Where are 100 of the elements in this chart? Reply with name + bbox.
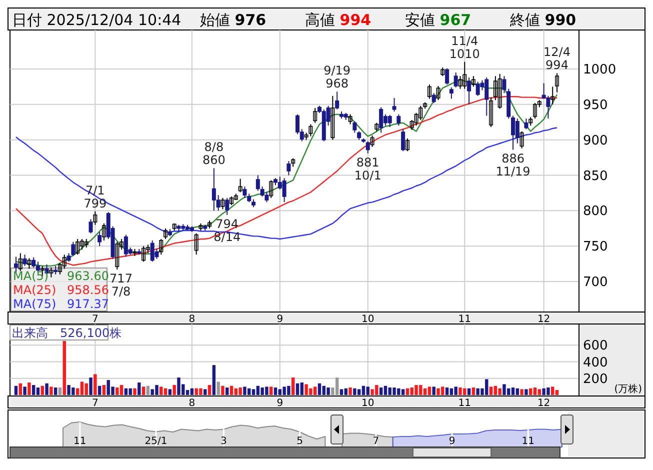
candlestick	[432, 92, 436, 104]
annotation: 958.56	[67, 283, 109, 297]
bar	[40, 386, 44, 395]
bar	[270, 386, 273, 395]
y-tick-label: 200	[583, 372, 608, 387]
bar	[555, 390, 559, 395]
candlestick	[379, 106, 384, 134]
x-tick-label: 9	[276, 398, 284, 409]
x-tick-label: 11	[458, 398, 471, 409]
bar	[498, 388, 502, 395]
bar	[406, 388, 410, 395]
x-tick-label: 7	[92, 314, 98, 325]
bar	[511, 388, 515, 395]
candlestick	[164, 228, 168, 240]
bar	[353, 388, 356, 395]
text: MA(75)	[13, 297, 56, 311]
candlestick	[520, 130, 524, 149]
annotation: 717 7/8	[110, 271, 132, 298]
bar	[221, 386, 224, 395]
candlestick	[238, 178, 242, 193]
bar	[401, 389, 405, 395]
x-tick-label: 5	[296, 436, 303, 447]
x-tick-label: 11	[458, 314, 471, 325]
y-tick-label: 700	[583, 275, 608, 290]
candlestick	[458, 76, 462, 90]
candlestick	[93, 210, 98, 226]
bar	[190, 388, 194, 395]
bar	[238, 388, 242, 395]
bar	[428, 386, 432, 395]
bar	[89, 378, 92, 395]
bar	[50, 386, 53, 395]
bar	[362, 386, 366, 395]
candlestick	[502, 76, 506, 94]
candlestick	[225, 197, 230, 216]
bar	[208, 385, 212, 395]
candlestick	[76, 238, 80, 256]
x-tick-label: 11	[74, 436, 86, 447]
bar	[212, 365, 216, 395]
bar	[348, 388, 352, 395]
annotation: 9/19 968	[324, 64, 351, 91]
candlestick	[32, 256, 36, 268]
candlestick	[62, 254, 66, 270]
bar	[502, 384, 506, 395]
bar	[445, 388, 449, 395]
chart-title: 出来高 526,100株	[12, 326, 122, 340]
candlestick	[115, 241, 120, 270]
bar	[234, 388, 238, 395]
text: 安値 967	[405, 11, 472, 29]
x-tick-label: 8	[188, 398, 196, 409]
candlestick	[22, 254, 27, 266]
text: 高値 994	[305, 11, 372, 29]
bar	[326, 388, 330, 395]
y-axis-title: (万株)	[614, 383, 642, 395]
x-tick-label: 10	[362, 398, 374, 409]
candlestick	[256, 174, 260, 192]
candlestick	[159, 238, 164, 256]
bar	[116, 388, 119, 395]
candlestick	[401, 128, 406, 152]
x-tick-label: 9	[276, 314, 284, 325]
bar	[384, 386, 388, 395]
candlestick	[392, 98, 396, 112]
bar	[292, 378, 295, 395]
bar	[177, 378, 180, 395]
bar	[23, 386, 26, 395]
bar	[160, 386, 163, 395]
bar	[454, 386, 458, 395]
bar	[146, 386, 150, 395]
bar	[494, 386, 498, 395]
candlestick	[550, 86, 555, 105]
bar	[436, 388, 440, 395]
bar	[168, 389, 172, 395]
y-tick-label: 600	[583, 338, 608, 354]
bar	[450, 388, 454, 395]
bar	[28, 382, 31, 395]
annotation: 12/4 994	[544, 45, 570, 72]
candlestick	[546, 95, 550, 120]
bar	[296, 383, 300, 395]
candlestick	[27, 258, 32, 270]
x-tick-label: 9	[448, 436, 456, 447]
bar	[62, 340, 66, 395]
candlestick	[498, 73, 502, 110]
y-tick-label: 800	[583, 204, 608, 220]
candlestick	[489, 96, 494, 128]
series-label: MA(25)	[13, 283, 56, 297]
bar	[133, 388, 136, 395]
candlestick	[282, 178, 286, 203]
candlestick	[352, 120, 357, 134]
y-tick-label: 400	[583, 355, 608, 370]
bar	[58, 388, 62, 395]
x-tick-label: 7	[372, 436, 380, 447]
candlestick	[194, 232, 198, 256]
bar	[551, 386, 554, 395]
annotation: 8/8 860	[202, 140, 226, 168]
bar	[520, 389, 524, 395]
bar	[357, 389, 361, 395]
bar	[300, 382, 304, 395]
x-tick-label: 25/1	[144, 436, 168, 447]
bar	[80, 382, 84, 395]
bar	[313, 386, 317, 395]
bar	[32, 385, 36, 395]
